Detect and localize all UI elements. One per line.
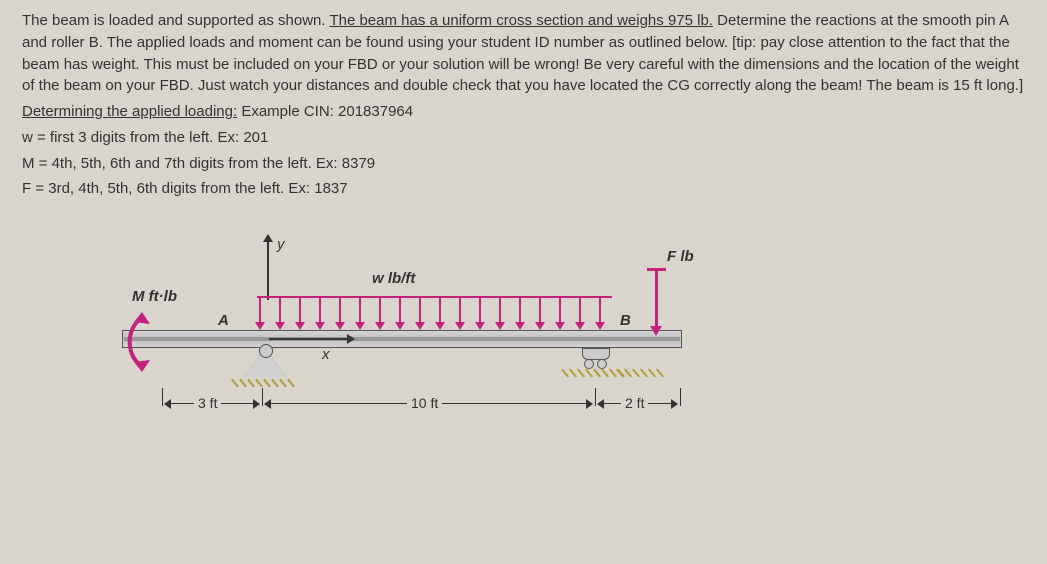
p1-underline: The beam has a uniform cross section and… — [329, 12, 713, 29]
dimension-3ft: 3 ft — [162, 395, 262, 415]
point-load-F-arrow-icon — [655, 270, 658, 328]
pin-support-icon — [243, 348, 287, 378]
support-A-label: A — [218, 310, 229, 332]
problem-paragraph-1: The beam is loaded and supported as show… — [22, 10, 1025, 97]
w-definition: w = first 3 digits from the left. Ex: 20… — [22, 127, 1025, 149]
beam-centerline — [124, 337, 680, 341]
ground-hatch-A — [232, 378, 302, 388]
p2-underline: Determining the applied loading: — [22, 103, 237, 120]
ground-hatch-F — [617, 368, 667, 378]
beam-diagram: y x w lb/ft — [22, 210, 1025, 430]
roller-support-icon — [582, 348, 608, 366]
distributed-load-arrows — [257, 296, 612, 330]
y-axis — [267, 240, 269, 300]
x-axis — [269, 338, 349, 340]
M-definition: M = 4th, 5th, 6th and 7th digits from th… — [22, 153, 1025, 175]
problem-paragraph-2: Determining the applied loading: Example… — [22, 101, 1025, 123]
p1-pre: The beam is loaded and supported as show… — [22, 12, 329, 29]
p2-post: Example CIN: 201837964 — [237, 103, 413, 120]
point-load-F-label: F lb — [667, 246, 694, 268]
y-axis-label: y — [277, 234, 285, 256]
dim-tick — [680, 388, 681, 406]
x-axis-label: x — [322, 344, 330, 366]
dimension-10ft: 10 ft — [262, 395, 595, 415]
support-B-label: B — [620, 310, 631, 332]
distributed-load-label: w lb/ft — [372, 268, 415, 290]
F-definition: F = 3rd, 4th, 5th, 6th digits from the l… — [22, 178, 1025, 200]
moment-label: M ft·lb — [132, 286, 177, 308]
moment-arc-icon — [122, 310, 172, 370]
dimension-2ft: 2 ft — [595, 395, 680, 415]
